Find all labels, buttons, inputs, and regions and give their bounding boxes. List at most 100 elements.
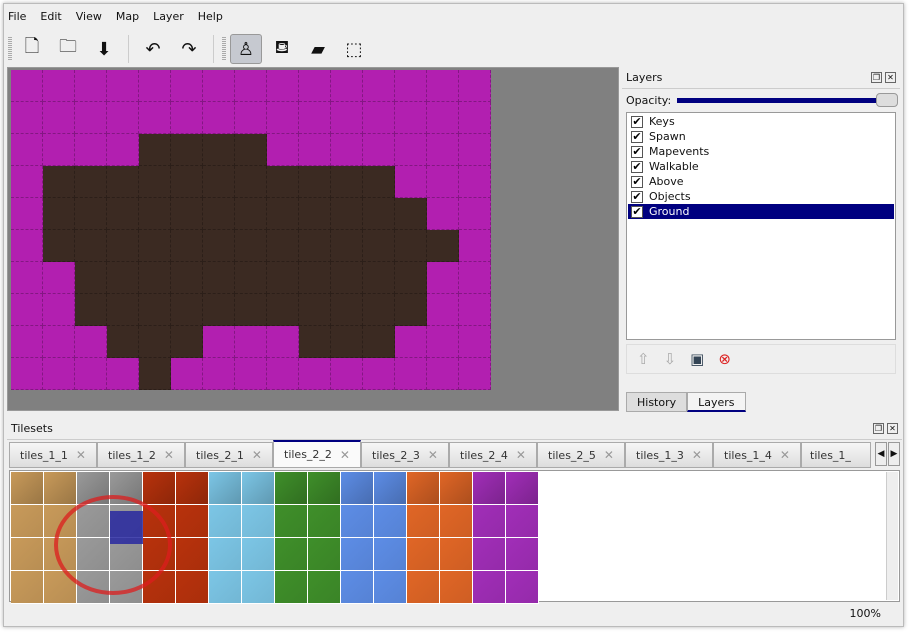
map-tile[interactable] [427,358,459,390]
tileset-tile[interactable] [407,472,440,505]
tileset-tile[interactable] [341,472,374,505]
move-layer-up-icon[interactable]: ⇧ [637,350,650,368]
map-tile[interactable] [171,166,203,198]
map-tile[interactable] [235,294,267,326]
map-tile[interactable] [43,262,75,294]
map-tile[interactable] [299,134,331,166]
map-tile[interactable] [235,102,267,134]
map-tile[interactable] [139,230,171,262]
close-tab-icon[interactable]: ✕ [163,448,174,462]
close-icon[interactable]: ✕ [887,423,898,434]
tile-map[interactable] [11,70,491,390]
map-tile[interactable] [395,102,427,134]
map-tile[interactable] [75,294,107,326]
map-tile[interactable] [75,134,107,166]
eraser-icon[interactable]: ▰ [311,38,325,60]
tileset-tile[interactable] [506,505,539,538]
tileset-tile[interactable] [407,505,440,538]
map-tile[interactable] [459,230,491,262]
map-tile[interactable] [427,166,459,198]
map-tile[interactable] [203,198,235,230]
map-tile[interactable] [267,102,299,134]
layer-row-objects[interactable]: ✔ Objects [628,189,894,204]
layer-row-walkable[interactable]: ✔ Walkable [628,159,894,174]
map-tile[interactable] [203,230,235,262]
float-icon[interactable]: ❐ [873,423,884,434]
map-tile[interactable] [11,70,43,102]
tileset-tile[interactable] [176,571,209,604]
map-tile[interactable] [267,70,299,102]
tileset-tile[interactable] [374,538,407,571]
map-tile[interactable] [331,198,363,230]
visibility-checkbox[interactable]: ✔ [631,159,643,173]
tileset-tile[interactable] [275,571,308,604]
tileset-tile[interactable] [506,571,539,604]
map-tile[interactable] [331,230,363,262]
map-tile[interactable] [235,230,267,262]
redo-icon[interactable]: ↷ [181,38,197,60]
map-tile[interactable] [139,198,171,230]
map-tile[interactable] [267,198,299,230]
map-tile[interactable] [75,102,107,134]
map-tile[interactable] [459,134,491,166]
map-tile[interactable] [395,262,427,294]
map-tile[interactable] [171,262,203,294]
tab-history[interactable]: History [626,392,688,412]
tileset-tile[interactable] [308,538,341,571]
tileset-tile[interactable] [341,538,374,571]
map-tile[interactable] [171,134,203,166]
remove-layer-icon[interactable]: ⊗ [718,350,731,368]
tab-tiles_2_1[interactable]: tiles_2_1 ✕ [185,442,273,468]
map-tile[interactable] [139,70,171,102]
tileset-tile[interactable] [374,472,407,505]
layer-row-ground[interactable]: ✔ Ground [628,204,894,219]
menu-map[interactable]: Map [115,10,140,23]
map-tile[interactable] [235,70,267,102]
visibility-checkbox[interactable]: ✔ [631,114,643,128]
map-tile[interactable] [459,294,491,326]
map-canvas[interactable] [7,67,619,411]
map-tile[interactable] [363,198,395,230]
opacity-slider[interactable] [677,93,898,107]
tileset-tile[interactable] [176,505,209,538]
map-tile[interactable] [427,102,459,134]
map-tile[interactable] [331,134,363,166]
map-tile[interactable] [75,198,107,230]
tileset-tile[interactable] [440,571,473,604]
tab-tiles_1_3[interactable]: tiles_1_3 ✕ [625,442,713,468]
map-tile[interactable] [203,166,235,198]
tileset-tile[interactable] [242,505,275,538]
map-tile[interactable] [427,230,459,262]
map-tile[interactable] [107,230,139,262]
map-tile[interactable] [203,294,235,326]
close-tab-icon[interactable]: ✕ [339,447,350,462]
map-tile[interactable] [395,134,427,166]
tileset-tile[interactable] [275,538,308,571]
close-tab-icon[interactable]: ✕ [251,448,262,462]
tileset-tile[interactable] [341,571,374,604]
layer-row-keys[interactable]: ✔ Keys [628,114,894,129]
tileset-tile[interactable] [308,505,341,538]
map-tile[interactable] [267,134,299,166]
open-icon[interactable]: 🗀 [59,36,77,57]
map-tile[interactable] [299,166,331,198]
tileset-tile[interactable] [473,571,506,604]
save-icon[interactable]: ⬇ [96,38,112,60]
map-tile[interactable] [395,358,427,390]
map-tile[interactable] [427,198,459,230]
tab-tiles_2_3[interactable]: tiles_2_3 ✕ [361,442,449,468]
tileset-tile[interactable] [11,505,44,538]
visibility-checkbox[interactable]: ✔ [631,129,643,143]
map-tile[interactable] [299,326,331,358]
map-tile[interactable] [43,134,75,166]
undo-icon[interactable]: ↶ [145,38,161,60]
map-tile[interactable] [43,358,75,390]
map-tile[interactable] [363,134,395,166]
map-tile[interactable] [75,326,107,358]
map-tile[interactable] [299,70,331,102]
tileset-tile[interactable] [77,472,110,505]
map-tile[interactable] [203,70,235,102]
map-tile[interactable] [107,134,139,166]
tileset-tile[interactable] [440,538,473,571]
map-tile[interactable] [299,358,331,390]
